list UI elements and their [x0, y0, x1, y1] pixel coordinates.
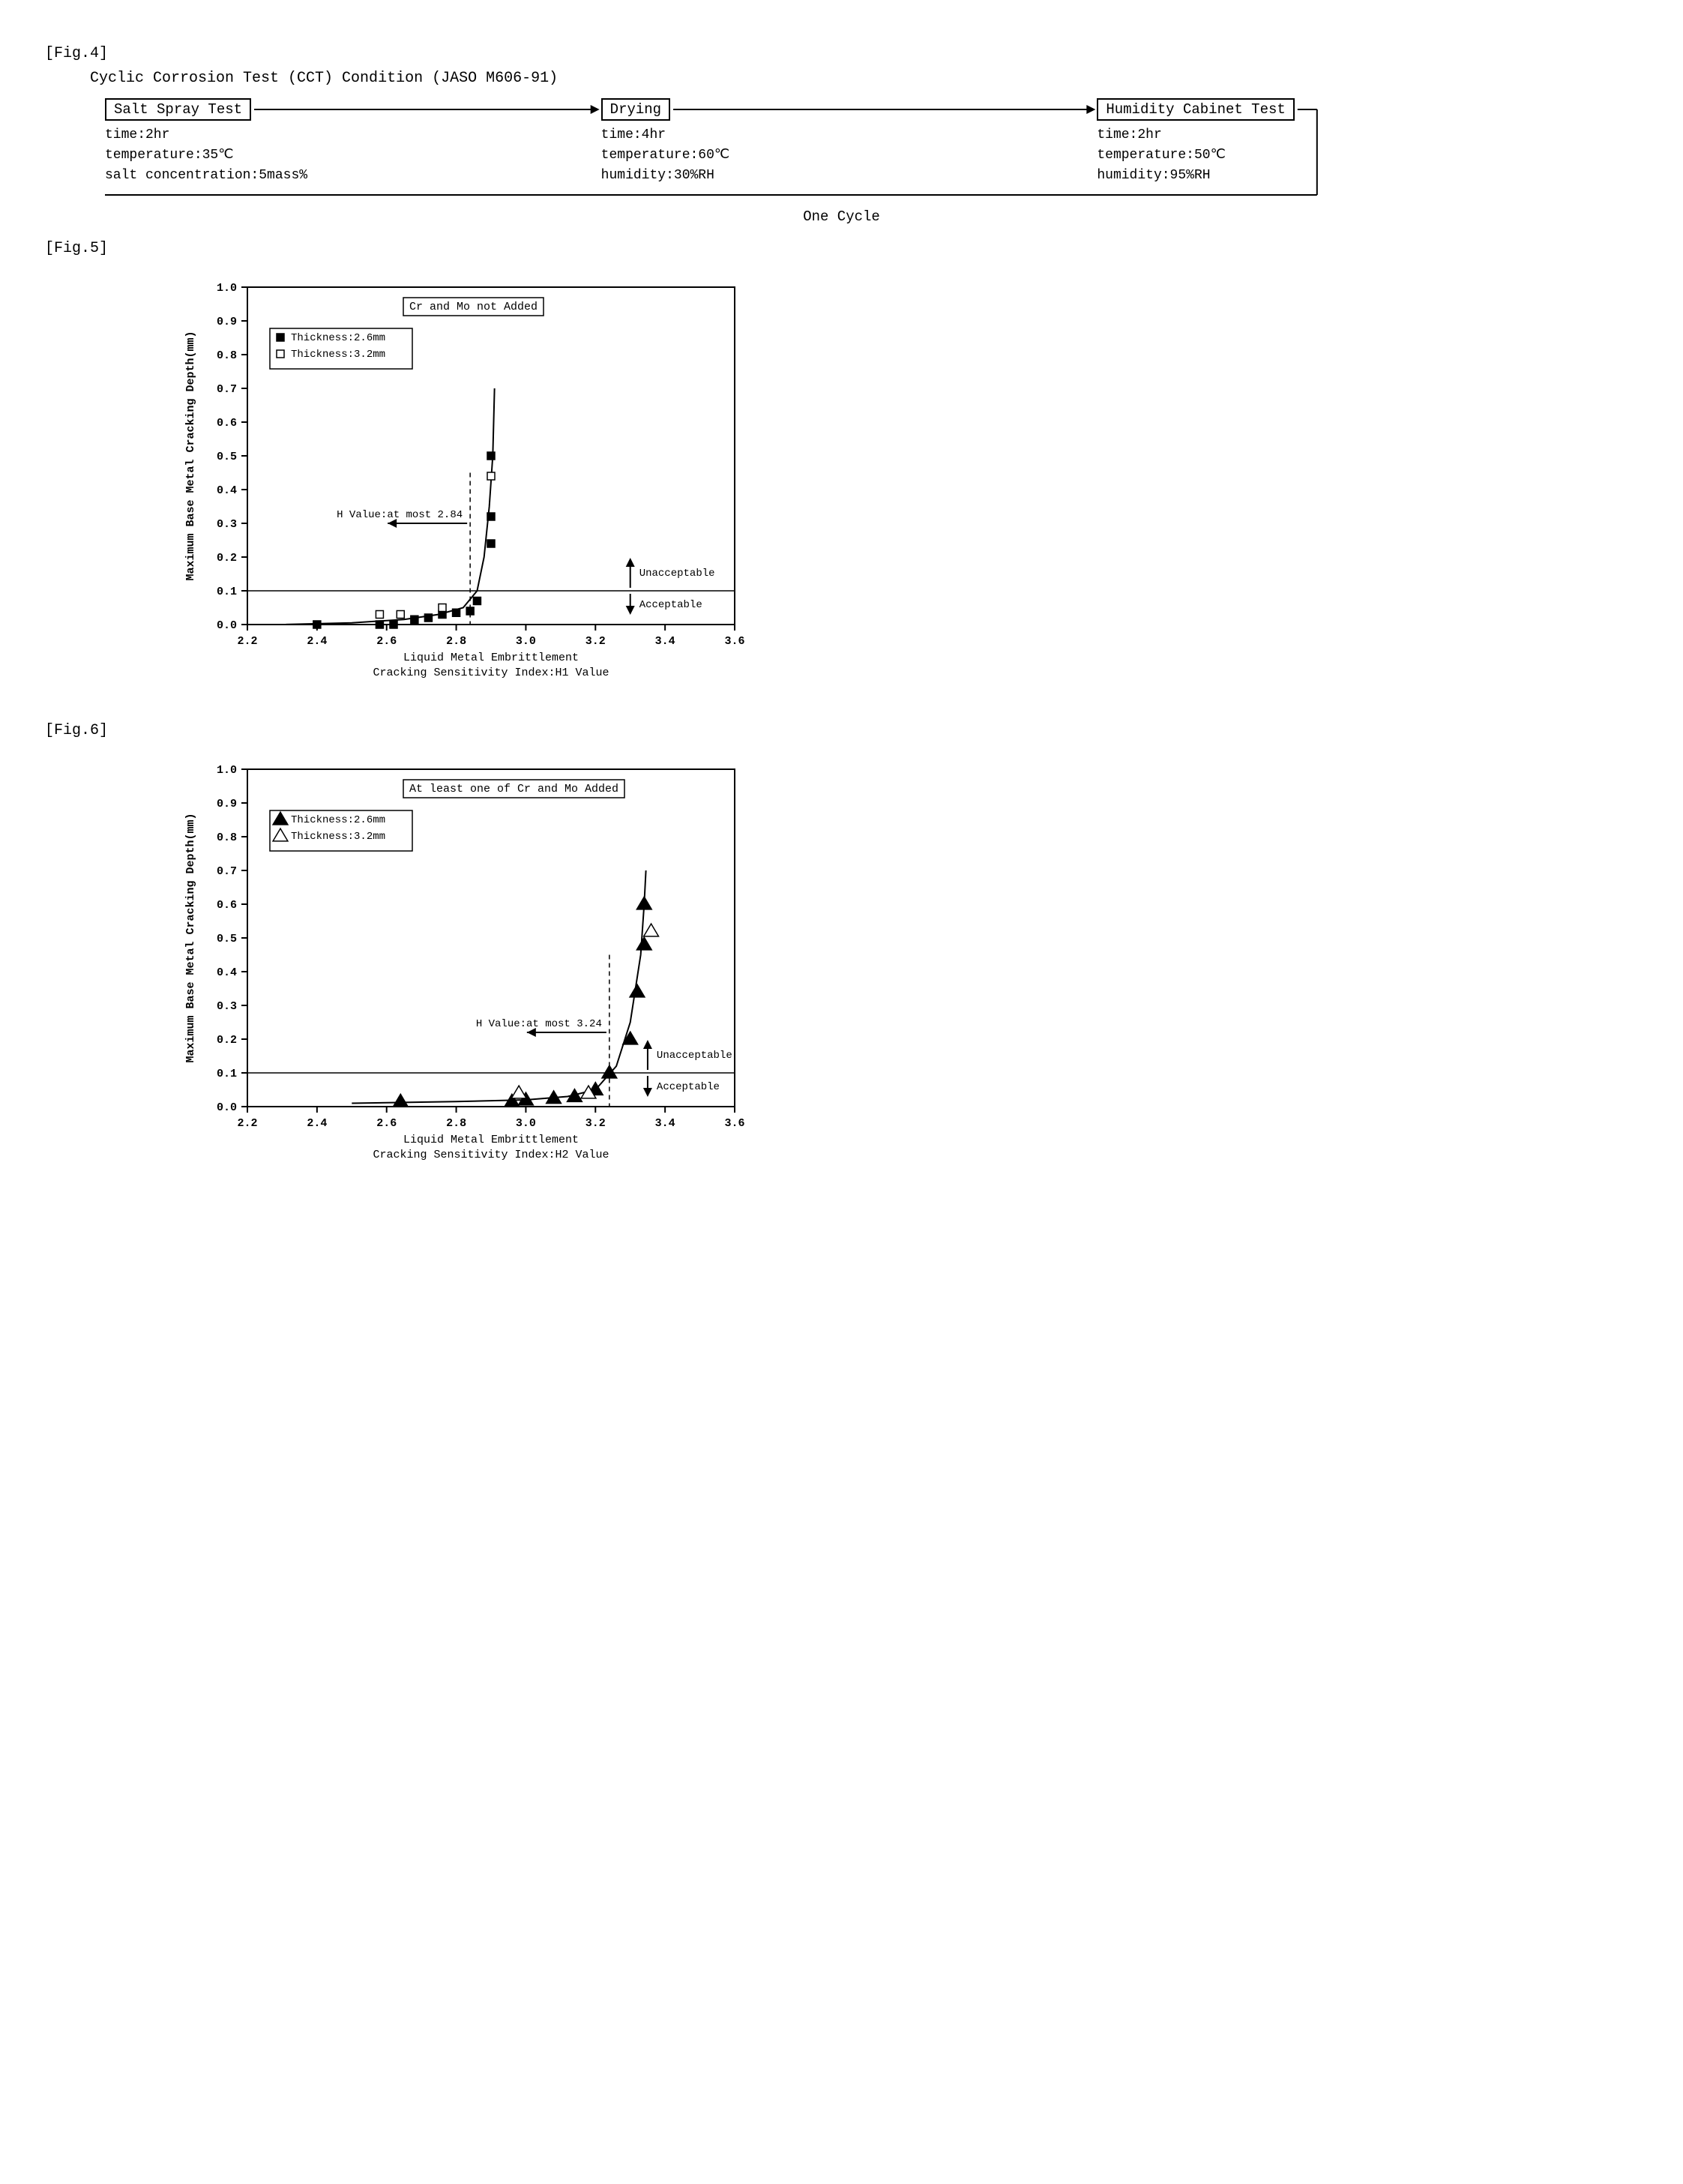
svg-text:0.3: 0.3 — [217, 1000, 237, 1013]
svg-text:Unacceptable: Unacceptable — [639, 568, 715, 580]
svg-text:3.4: 3.4 — [655, 1117, 675, 1130]
svg-text:0.4: 0.4 — [217, 484, 237, 497]
fig4-cycle-diagram: Salt Spray Testtime:2hrtemperature:35℃sa… — [105, 98, 1593, 186]
fig4-label: [Fig.4] — [45, 45, 1638, 62]
svg-text:3.2: 3.2 — [585, 635, 606, 648]
svg-text:0.2: 0.2 — [217, 1034, 237, 1047]
svg-text:0.1: 0.1 — [217, 586, 237, 598]
fig4-title: Cyclic Corrosion Test (CCT) Condition (J… — [90, 70, 1638, 87]
fig4-stage-2: Humidity Cabinet Test time:2hrtemperature… — [1097, 98, 1593, 186]
fig4-stage-details-1: time:4hrtemperature:60℃humidity:30%RH — [601, 125, 1098, 186]
fig4-stage-line: time:4hr — [601, 125, 1098, 145]
fig6-chart: 2.2 2.4 2.6 2.8 3.0 3.2 3.4 3.6 0.0 0.1 0.2 0.3 0.4 0… — [180, 754, 750, 1174]
svg-text:0.6: 0.6 — [217, 417, 237, 430]
svg-text:0.8: 0.8 — [217, 349, 237, 362]
svg-text:0.7: 0.7 — [217, 383, 237, 396]
svg-text:2.6: 2.6 — [376, 635, 397, 648]
svg-text:Unacceptable: Unacceptable — [657, 1050, 732, 1062]
fig5-label: [Fig.5] — [45, 240, 1638, 257]
fig4-stage-line: humidity:95%RH — [1097, 166, 1593, 186]
svg-text:2.8: 2.8 — [446, 635, 466, 648]
svg-text:Liquid Metal Embrittlement: Liquid Metal Embrittlement — [403, 1134, 579, 1146]
svg-text:0.6: 0.6 — [217, 899, 237, 912]
svg-text:3.0: 3.0 — [516, 635, 536, 648]
svg-text:Cracking Sensitivity Index:H1: Cracking Sensitivity Index:H1 Value — [373, 667, 609, 679]
svg-text:0.7: 0.7 — [217, 865, 237, 878]
fig6-label: [Fig.6] — [45, 722, 1638, 739]
svg-text:Thickness:2.6mm: Thickness:2.6mm — [291, 332, 385, 344]
fig4-stage-line: temperature:50℃ — [1097, 145, 1593, 166]
fig4-stage-box-1: Drying — [601, 98, 670, 121]
fig4-stage-details-0: time:2hrtemperature:35℃salt concentratio… — [105, 125, 601, 186]
fig5-chart: 2.2 2.4 2.6 2.8 3.0 3.2 3.4 3.6 0.0 0.1 0.2 0.3 0.4 0… — [180, 272, 750, 692]
svg-text:Thickness:3.2mm: Thickness:3.2mm — [291, 349, 385, 361]
fig4-stage-1: Drying time:4hrtemperature:60℃humidity:30… — [601, 98, 1098, 186]
fig4-stage-line: salt concentration:5mass% — [105, 166, 601, 186]
svg-text:0.5: 0.5 — [217, 451, 237, 463]
svg-text:0.9: 0.9 — [217, 316, 237, 328]
svg-text:1.0: 1.0 — [217, 282, 237, 295]
svg-text:Maximum Base Metal Cracking De: Maximum Base Metal Cracking Depth(mm) — [184, 331, 197, 580]
svg-text:0.0: 0.0 — [217, 1101, 237, 1114]
svg-text:0.5: 0.5 — [217, 933, 237, 945]
svg-text:Cracking Sensitivity Index:H2: Cracking Sensitivity Index:H2 Value — [373, 1149, 609, 1161]
fig4-stage-line: temperature:60℃ — [601, 145, 1098, 166]
svg-text:At least one of Cr and Mo Adde: At least one of Cr and Mo Added — [409, 783, 618, 795]
svg-text:3.0: 3.0 — [516, 1117, 536, 1130]
svg-text:0.4: 0.4 — [217, 966, 237, 979]
svg-text:2.2: 2.2 — [237, 1117, 257, 1130]
svg-text:3.6: 3.6 — [724, 1117, 744, 1130]
fig4-stage-box-0: Salt Spray Test — [105, 98, 251, 121]
svg-text:0.1: 0.1 — [217, 1068, 237, 1080]
svg-text:0.3: 0.3 — [217, 518, 237, 531]
svg-text:0.0: 0.0 — [217, 619, 237, 632]
fig4-stage-0: Salt Spray Test time:2hrtemperature:35℃sa… — [105, 98, 601, 186]
svg-text:H Value:at most 3.24: H Value:at most 3.24 — [476, 1018, 602, 1030]
svg-text:Acceptable: Acceptable — [639, 599, 702, 611]
svg-text:Liquid Metal Embrittlement: Liquid Metal Embrittlement — [403, 652, 579, 664]
fig5-chart-wrap: 2.2 2.4 2.6 2.8 3.0 3.2 3.4 3.6 0.0 0.1 0.2 0.3 0.4 0… — [180, 272, 1638, 692]
svg-text:Thickness:2.6mm: Thickness:2.6mm — [291, 814, 385, 826]
fig4-stage-details-2: time:2hrtemperature:50℃humidity:95%RH — [1097, 125, 1593, 186]
svg-text:2.4: 2.4 — [307, 1117, 327, 1130]
fig6-chart-wrap: 2.2 2.4 2.6 2.8 3.0 3.2 3.4 3.6 0.0 0.1 0.2 0.3 0.4 0… — [180, 754, 1638, 1174]
svg-text:Thickness:3.2mm: Thickness:3.2mm — [291, 831, 385, 843]
svg-text:3.4: 3.4 — [655, 635, 675, 648]
svg-text:1.0: 1.0 — [217, 764, 237, 777]
svg-text:0.8: 0.8 — [217, 831, 237, 844]
svg-text:Maximum Base Metal Cracking De: Maximum Base Metal Cracking Depth(mm) — [184, 813, 197, 1062]
fig4-stage-line: humidity:30%RH — [601, 166, 1098, 186]
fig4-stage-box-2: Humidity Cabinet Test — [1097, 98, 1294, 121]
svg-text:2.4: 2.4 — [307, 635, 327, 648]
svg-text:0.9: 0.9 — [217, 798, 237, 810]
svg-text:3.6: 3.6 — [724, 635, 744, 648]
fig4-stage-line: time:2hr — [1097, 125, 1593, 145]
fig4-stage-line: time:2hr — [105, 125, 601, 145]
svg-text:Acceptable: Acceptable — [657, 1081, 720, 1093]
svg-text:2.2: 2.2 — [237, 635, 257, 648]
svg-text:Cr and Mo not Added: Cr and Mo not Added — [409, 301, 538, 313]
fig4-one-cycle-label: One Cycle — [45, 208, 1638, 225]
svg-text:2.8: 2.8 — [446, 1117, 466, 1130]
svg-text:0.2: 0.2 — [217, 552, 237, 565]
svg-text:H Value:at most 2.84: H Value:at most 2.84 — [337, 509, 463, 521]
svg-text:3.2: 3.2 — [585, 1117, 606, 1130]
svg-text:2.6: 2.6 — [376, 1117, 397, 1130]
fig4-stage-line: temperature:35℃ — [105, 145, 601, 166]
